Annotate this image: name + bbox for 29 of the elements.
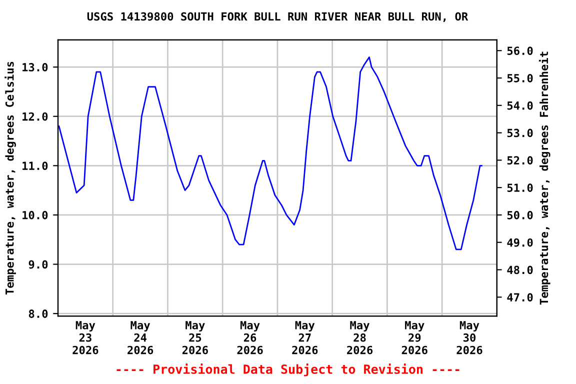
- y-tick-label: 11.0: [22, 162, 48, 170]
- x-tick-label: May 27 2026: [292, 321, 318, 354]
- y2-tick-label: 50.0: [507, 210, 533, 220]
- y-tick-label: 13.0: [22, 63, 48, 72]
- y-tick-label: 9.0: [28, 260, 48, 269]
- x-tick-label: May 29 2026: [402, 321, 428, 354]
- y2-tick-label: 54.0: [507, 101, 533, 110]
- text: ---- Provisional Data Subject to Revision ----: [116, 364, 460, 376]
- line-series: [58, 56, 482, 250]
- y-tick-label: 12.0: [22, 112, 48, 121]
- y2-tick-label: 49.0: [507, 238, 533, 247]
- x-tick-label: May 24 2026: [128, 321, 154, 354]
- y2-tick-label: 48.0: [507, 266, 533, 274]
- x-tick-label: May 28 2026: [347, 321, 373, 354]
- x-tick-label: May 26 2026: [237, 321, 263, 354]
- x-tick-label: May 23 2026: [72, 321, 98, 354]
- x-tick-label: May 30 2026: [456, 321, 482, 354]
- y2-tick-label: 51.0: [507, 184, 533, 192]
- y-tick-label: 10.0: [22, 210, 48, 220]
- x-tick-label: May 25 2026: [182, 321, 208, 354]
- y-axis-title: Temperature, water, degrees Celsius: [4, 62, 16, 295]
- y-tick-label: 8.0: [28, 310, 48, 318]
- y2-axis-title: Temperature, water, degrees Fahrenheit: [538, 52, 550, 305]
- y2-tick-label: 52.0: [507, 156, 533, 165]
- y2-tick-label: 47.0: [507, 293, 533, 302]
- chart-title: USGS 14139800 SOUTH FORK BULL RUN RIVER NEAR BULL RUN, OR: [87, 12, 468, 22]
- y2-tick-label: 56.0: [507, 46, 533, 56]
- y2-tick-label: 55.0: [507, 74, 533, 82]
- y2-tick-label: 53.0: [507, 128, 533, 138]
